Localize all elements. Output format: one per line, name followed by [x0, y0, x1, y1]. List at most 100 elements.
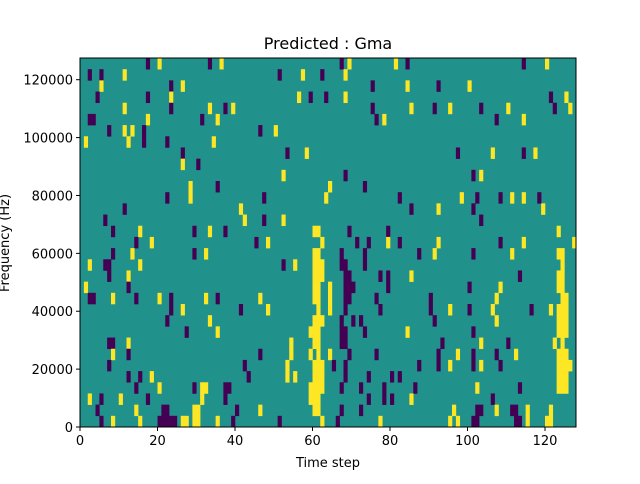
heatmap-cell-low	[440, 337, 445, 350]
heatmap-cell-high	[448, 415, 453, 428]
heatmap-cell-high	[525, 404, 530, 417]
y-tick-label: 120000	[23, 74, 73, 89]
heatmap-cell-high	[548, 415, 554, 428]
heatmap-cell-high	[126, 337, 131, 350]
heatmap-cell-high	[320, 371, 325, 383]
heatmap-cell-high	[521, 113, 526, 126]
heatmap-cell-low	[138, 371, 143, 383]
heatmap-cell-high	[273, 125, 278, 137]
heatmap-cell-high	[560, 326, 565, 338]
heatmap-cell-low	[339, 259, 344, 271]
heatmap-cell-low	[386, 281, 391, 294]
heatmap-cell-low	[370, 80, 375, 92]
heatmap-cell-high	[231, 102, 236, 115]
heatmap-cell-high	[320, 236, 325, 249]
heatmap-cell-low	[417, 359, 422, 372]
heatmap-cell-high	[556, 348, 561, 361]
heatmap-cell-high	[312, 225, 317, 238]
heatmap-cell-high	[122, 125, 127, 137]
heatmap-cell-low	[254, 236, 259, 249]
heatmap-background	[80, 58, 576, 427]
heatmap-cell-low	[262, 214, 267, 227]
heatmap-cell-high	[556, 326, 561, 338]
heatmap-cell-low	[339, 404, 344, 417]
heatmap-cell-low	[126, 371, 131, 383]
heatmap-cell-low	[432, 315, 437, 327]
heatmap-cell-high	[316, 404, 321, 417]
heatmap-cell-high	[134, 404, 139, 417]
heatmap-cell-low	[320, 69, 325, 81]
heatmap-cell-low	[281, 259, 286, 271]
heatmap-cell-high	[324, 192, 329, 204]
heatmap-cell-low	[370, 102, 375, 115]
heatmap-cell-high	[316, 259, 321, 271]
heatmap-cell-high	[180, 158, 185, 171]
heatmap-cell-high	[525, 415, 530, 428]
heatmap-cell-low	[223, 225, 228, 238]
heatmap-cell-low	[436, 348, 441, 361]
heatmap-cell-high	[300, 69, 306, 81]
heatmap-cell-high	[204, 382, 209, 394]
heatmap-cell-low	[107, 337, 112, 350]
heatmap-cell-high	[320, 382, 325, 394]
heatmap-cell-low	[223, 102, 228, 115]
heatmap-cell-high	[568, 359, 573, 372]
heatmap-cell-low	[215, 292, 220, 305]
heatmap-cell-high	[564, 348, 569, 361]
heatmap-cell-low	[517, 382, 523, 394]
heatmap-cell-low	[343, 304, 348, 316]
heatmap-cell-high	[180, 415, 185, 428]
heatmap-cell-high	[316, 270, 321, 282]
heatmap-cell-high	[242, 214, 247, 227]
heatmap-cell-low	[351, 315, 356, 327]
heatmap-cell-high	[393, 58, 399, 70]
heatmap-cell-low	[91, 292, 96, 305]
heatmap-cell-low	[258, 125, 263, 137]
heatmap-cell-high	[258, 404, 263, 417]
heatmap-cell-low	[142, 125, 147, 137]
heatmap-cell-high	[494, 404, 499, 417]
heatmap-cell-low	[498, 192, 503, 204]
heatmap-cell-low	[339, 58, 344, 70]
heatmap-cell-low	[343, 259, 348, 271]
heatmap-cell-low	[374, 292, 379, 305]
x-tick-label: 20	[149, 434, 166, 449]
heatmap-cell-low	[382, 382, 387, 394]
heatmap-cell-high	[83, 281, 89, 294]
heatmap-cell-high	[378, 415, 383, 428]
heatmap-cell-low	[362, 181, 368, 193]
heatmap-cell-low	[347, 225, 352, 238]
heatmap-cell-high	[560, 304, 565, 316]
heatmap-cell-low	[362, 259, 368, 271]
heatmap-cell-low	[145, 393, 151, 405]
heatmap-cell-low	[107, 270, 112, 282]
heatmap-cell-low	[362, 248, 368, 260]
x-tick-label: 100	[455, 434, 480, 449]
heatmap-cell-low	[103, 214, 108, 227]
heatmap-cell-high	[506, 102, 511, 115]
heatmap-cell-low	[455, 147, 461, 159]
heatmap-cell-low	[510, 404, 515, 417]
heatmap-cell-low	[471, 348, 476, 361]
heatmap-cell-low	[169, 304, 174, 316]
heatmap-cell-high	[316, 337, 321, 350]
heatmap-cell-low	[339, 337, 344, 350]
heatmap-cell-low	[169, 415, 174, 428]
heatmap-cell-high	[548, 404, 554, 417]
heatmap-cell-low	[215, 181, 220, 193]
heatmap-cell-low	[347, 270, 352, 282]
heatmap-cell-low	[145, 58, 151, 70]
heatmap-cell-low	[223, 382, 228, 394]
heatmap-cell-low	[285, 147, 290, 159]
heatmap-cell-high	[308, 326, 313, 338]
heatmap-cell-low	[227, 382, 232, 394]
heatmap-cell-high	[312, 371, 317, 383]
heatmap-cell-high	[533, 147, 538, 159]
heatmap-cell-high	[215, 326, 220, 338]
heatmap-cell-high	[200, 393, 205, 405]
heatmap-cell-high	[312, 393, 317, 405]
heatmap-cell-high	[122, 69, 127, 81]
heatmap-cell-low	[359, 315, 364, 327]
x-tick-label: 120	[533, 434, 558, 449]
